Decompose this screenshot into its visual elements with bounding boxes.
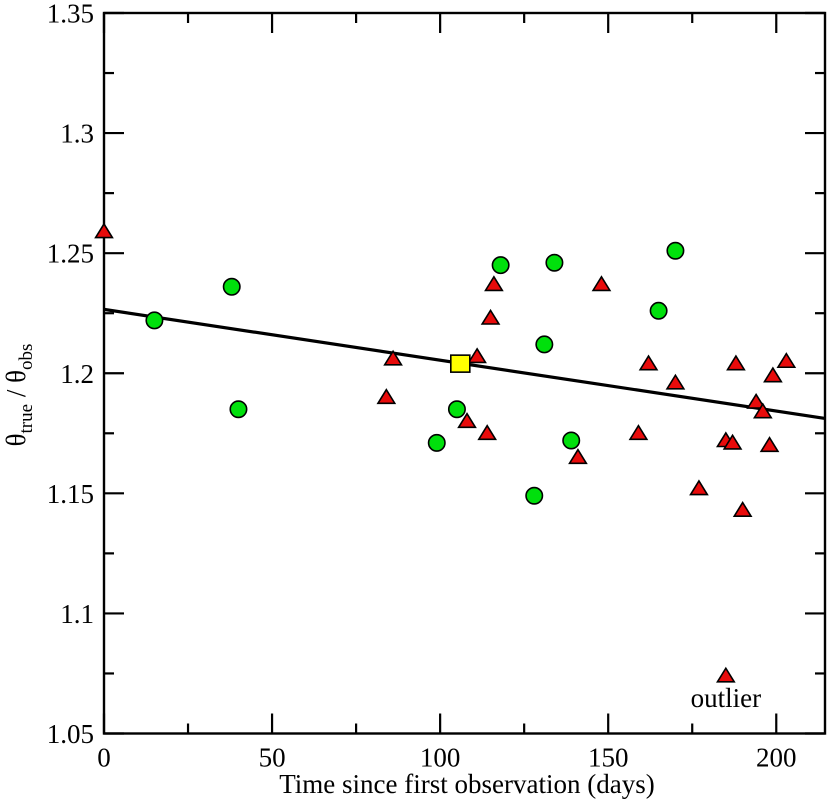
data-point-triangle xyxy=(376,388,397,405)
data-point-triangle xyxy=(568,448,588,465)
data-point-triangle xyxy=(628,424,649,441)
y-axis-label-text: θtrue / θobs xyxy=(1,344,37,447)
data-point-circle xyxy=(545,253,564,272)
data-point-triangle xyxy=(746,392,766,409)
data-point-triangle xyxy=(732,501,753,517)
data-point-circle xyxy=(649,301,668,320)
data-point-triangle xyxy=(665,373,686,390)
data-point-circle xyxy=(229,400,248,419)
data-point-circle xyxy=(535,335,554,354)
x-tick-label: 150 xyxy=(588,743,629,773)
y-tick-label: 1.1 xyxy=(60,599,94,629)
data-point-triangle xyxy=(716,666,736,683)
data-point-triangle xyxy=(689,479,709,496)
data-point-circle xyxy=(222,277,241,296)
data-point-triangle xyxy=(477,424,498,441)
data-point-triangle xyxy=(94,222,114,239)
outlier-annotation: outlier xyxy=(691,683,761,713)
x-tick-label: 100 xyxy=(420,743,461,773)
plot-frame xyxy=(102,11,827,735)
axis-tick-labels: 0 50 100 150 200 1.05 1.1 1.15 1.2 1.25 1.3 1.35 xyxy=(47,0,797,773)
data-points-layer xyxy=(94,222,797,683)
x-tick-label: 0 xyxy=(97,743,111,773)
y-tick-label: 1.3 xyxy=(60,119,94,149)
data-point-triangle xyxy=(457,412,477,429)
data-point-circle xyxy=(562,431,581,450)
data-point-circle xyxy=(427,433,446,452)
data-point-triangle xyxy=(759,436,780,453)
data-point-triangle xyxy=(467,347,487,364)
data-point-triangle xyxy=(763,366,783,383)
y-tick-label: 1.25 xyxy=(47,239,94,269)
data-point-triangle xyxy=(480,308,501,325)
data-point-triangle xyxy=(726,354,746,371)
data-point-circle xyxy=(666,241,685,260)
plot-border xyxy=(102,11,827,735)
data-point-square xyxy=(449,354,471,373)
x-axis-label: Time since first observation (days) xyxy=(279,769,654,799)
y-axis-label: θtrue / θobs xyxy=(1,344,37,447)
data-point-circle xyxy=(491,256,510,275)
x-tick-label: 50 xyxy=(259,743,286,773)
data-point-triangle xyxy=(591,275,612,292)
data-point-circle xyxy=(447,400,466,419)
y-tick-label: 1.05 xyxy=(47,719,94,749)
data-point-circle xyxy=(525,486,544,505)
y-tick-label: 1.15 xyxy=(47,479,94,509)
data-point-triangle xyxy=(722,433,743,450)
data-point-triangle xyxy=(383,349,403,366)
y-tick-label: 1.35 xyxy=(47,0,94,29)
axis-ticks xyxy=(102,11,825,735)
data-point-triangle xyxy=(484,275,504,292)
data-point-triangle xyxy=(638,354,659,371)
y-tick-label: 1.2 xyxy=(60,359,94,389)
x-tick-label: 200 xyxy=(756,743,797,773)
data-point-circle xyxy=(145,311,164,330)
data-point-triangle xyxy=(776,352,797,369)
data-point-triangle xyxy=(752,402,773,419)
